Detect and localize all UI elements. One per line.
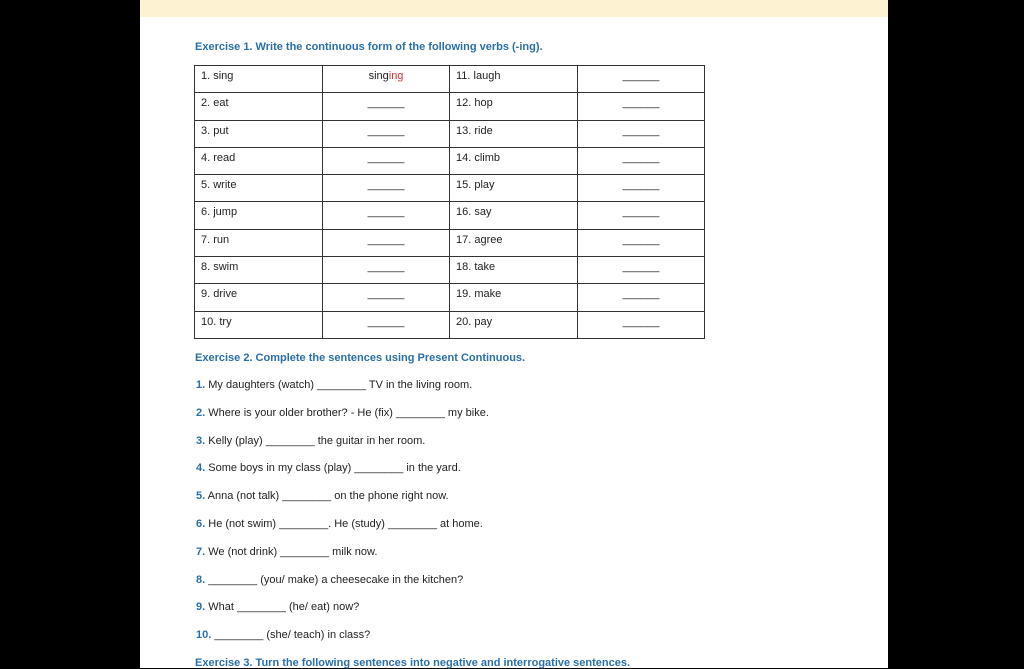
verb-cell: 5. write — [194, 174, 323, 203]
table-row: 8. swim ______ 18. take ______ — [194, 256, 705, 285]
table-row: 2. eat ______ 12. hop ______ — [194, 92, 705, 121]
answer-cell: ______ — [577, 256, 705, 285]
table-row: 4. read ______ 14. climb ______ — [194, 146, 705, 176]
sentence-item: 3. Kelly (play) ________ the guitar in h… — [196, 435, 489, 463]
verb-cell: 10. try — [194, 310, 323, 339]
answer-cell: ______ — [322, 174, 450, 203]
exercise2-title: Exercise 2. Complete the sentences using… — [195, 352, 526, 364]
table-row: 1. sing singing 11. laugh ______ — [194, 64, 705, 94]
verb-cell: 16. say — [449, 201, 578, 230]
sentence-item: 4. Some boys in my class (play) ________… — [196, 462, 489, 490]
sentence-item: 7. We (not drink) ________ milk now. — [196, 546, 489, 574]
verb-cell: 6. jump — [194, 201, 323, 230]
verb-cell: 8. swim — [194, 256, 323, 285]
sentence-text: ________ (she/ teach) in class? — [214, 629, 371, 642]
answer-cell: ______ — [322, 146, 450, 176]
sentence-item: 5. Anna (not talk) ________ on the phone… — [196, 490, 489, 518]
sentence-number: 3. — [196, 434, 206, 447]
verb-cell: 2. eat — [194, 92, 323, 121]
verb-cell: 4. read — [194, 146, 323, 176]
verb-cell: 13. ride — [449, 119, 578, 148]
answer-suffix: ing — [388, 70, 404, 82]
exercise1-title: Exercise 1. Write the continuous form of… — [195, 41, 543, 53]
sentence-text: Anna (not talk) ________ on the phone ri… — [207, 490, 449, 503]
answer-cell: ______ — [322, 92, 450, 121]
sentence-text: My daughters (watch) ________ TV in the … — [208, 379, 473, 391]
sentence-text: ________ (you/ make) a cheesecake in the… — [208, 573, 464, 586]
verb-cell: 3. put — [194, 119, 323, 148]
verb-cell: 20. pay — [449, 310, 578, 339]
sentence-list: 1. My daughters (watch) ________ TV in t… — [196, 379, 489, 657]
sentence-number: 6. — [196, 517, 206, 530]
sentence-number: 1. — [196, 379, 206, 391]
verb-cell: 15. play — [449, 174, 578, 203]
answer-cell: ______ — [322, 119, 450, 148]
sentence-item: 6. He (not swim) ________. He (study) __… — [196, 518, 489, 546]
table-row: 6. jump ______ 16. say ______ — [194, 201, 705, 230]
sentence-text: He (not swim) ________. He (study) _____… — [208, 517, 483, 530]
answer-cell: ______ — [322, 201, 450, 230]
table-row: 10. try ______ 20. pay ______ — [194, 310, 705, 339]
sentence-number: 10. — [196, 629, 212, 642]
worksheet-page: Exercise 1. Write the continuous form of… — [140, 0, 888, 669]
answer-cell: ______ — [577, 146, 705, 176]
verb-cell: 18. take — [449, 256, 578, 285]
sentence-number: 7. — [196, 545, 206, 558]
answer-cell: ______ — [577, 92, 705, 121]
table-row: 3. put ______ 13. ride ______ — [194, 119, 705, 148]
answer-cell: ______ — [577, 201, 705, 230]
verb-cell: 7. run — [194, 228, 323, 258]
top-banner — [140, 0, 888, 17]
verb-cell: 19. make — [449, 283, 578, 312]
sentence-item: 2. Where is your older brother? - He (fi… — [196, 407, 489, 435]
sentence-number: 2. — [196, 406, 206, 419]
sentence-item: 8. ________ (you/ make) a cheesecake in … — [196, 574, 489, 602]
sentence-number: 8. — [196, 573, 206, 586]
verb-cell: 12. hop — [449, 92, 578, 121]
answer-cell: singing — [322, 64, 450, 94]
sentence-number: 9. — [196, 601, 206, 614]
answer-base: sing — [368, 70, 389, 82]
sentence-number: 4. — [196, 462, 206, 475]
answer-cell: ______ — [322, 256, 450, 285]
sentence-item: 9. What ________ (he/ eat) now? — [196, 601, 489, 629]
verb-cell: 17. agree — [449, 228, 578, 258]
sentence-text: Some boys in my class (play) ________ in… — [208, 462, 461, 475]
verb-cell: 1. sing — [194, 64, 323, 94]
verb-cell: 11. laugh — [449, 64, 578, 94]
verb-cell: 14. climb — [449, 146, 578, 176]
answer-cell: ______ — [322, 228, 450, 258]
answer-cell: ______ — [322, 310, 450, 339]
sentence-text: What ________ (he/ eat) now? — [208, 601, 360, 614]
sentence-text: We (not drink) ________ milk now. — [208, 545, 378, 558]
exercise3-title: Exercise 3. Turn the following sentences… — [195, 657, 631, 669]
verb-cell: 9. drive — [194, 283, 323, 312]
answer-cell: ______ — [577, 64, 705, 94]
answer-cell: ______ — [577, 119, 705, 148]
answer-cell: ______ — [577, 174, 705, 203]
answer-cell: ______ — [322, 283, 450, 312]
answer-cell: ______ — [577, 310, 705, 339]
answer-cell: ______ — [577, 283, 705, 312]
sentence-text: Where is your older brother? - He (fix) … — [208, 406, 489, 419]
sentence-item: 10. ________ (she/ teach) in class? — [196, 629, 489, 657]
table-row: 5. write ______ 15. play ______ — [194, 174, 705, 203]
sentence-item: 1. My daughters (watch) ________ TV in t… — [196, 379, 489, 407]
verbs-table: 1. sing singing 11. laugh ______ 2. eat _____… — [194, 64, 705, 339]
sentence-number: 5. — [196, 490, 206, 503]
sentence-text: Kelly (play) ________ the guitar in her … — [208, 434, 426, 447]
answer-cell: ______ — [577, 228, 705, 258]
table-row: 9. drive ______ 19. make ______ — [194, 283, 705, 312]
table-row: 7. run ______ 17. agree ______ — [194, 228, 705, 258]
